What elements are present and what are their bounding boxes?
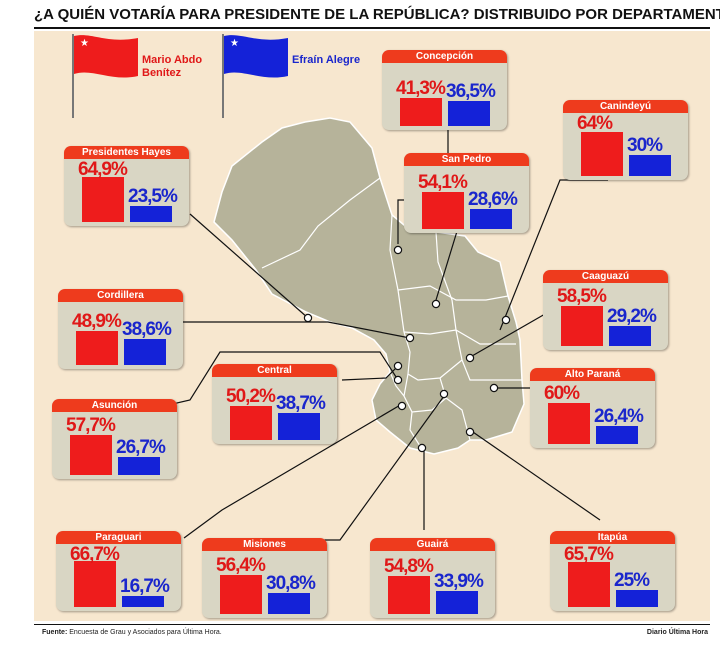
flagpole-b (222, 34, 224, 118)
bar-candidate-a (220, 575, 262, 614)
bar-candidate-b (596, 426, 638, 444)
map-shape (213, 117, 525, 455)
department-name: Paraguari (56, 531, 181, 544)
label-candidate-a: 54,1% (418, 172, 468, 193)
label-candidate-b: 30,8% (266, 573, 316, 594)
bar-candidate-b (616, 590, 658, 607)
bar-candidate-a (581, 132, 623, 176)
source-label: Fuente: (42, 629, 68, 636)
bar-candidate-a (400, 98, 442, 126)
card-misiones: Misiones 56,4% 30,8% (202, 538, 327, 618)
bar-candidate-a (548, 403, 590, 444)
bar-candidate-b (118, 457, 160, 475)
bar-candidate-b (278, 413, 320, 440)
card-asuncion: Asunción 57,7% 26,7% (52, 399, 177, 479)
department-name: Asunción (52, 399, 177, 412)
card-guaira: Guairá 54,8% 33,9% (370, 538, 495, 618)
department-name: Alto Paraná (530, 368, 655, 381)
label-candidate-b: 33,9% (434, 571, 484, 592)
bar-candidate-b (629, 155, 671, 176)
department-name: Itapúa (550, 531, 675, 544)
bar-candidate-a (70, 435, 112, 475)
bar-candidate-a (561, 306, 603, 346)
department-markers (303, 245, 511, 453)
bar-candidate-b (470, 209, 512, 229)
label-candidate-b: 29,2% (607, 306, 657, 327)
flag-blue-icon: ★ (224, 35, 288, 78)
department-name: Guairá (370, 538, 495, 551)
bar-candidate-a (568, 562, 610, 607)
label-candidate-a: 48,9% (72, 311, 122, 332)
card-itapua: Itapúa 65,7% 25% (550, 531, 675, 611)
department-name: San Pedro (404, 153, 529, 166)
label-candidate-b: 38,7% (276, 393, 326, 414)
bar-candidate-b (436, 591, 478, 614)
department-name: Concepción (382, 50, 507, 63)
credit-note: Diario Última Hora (646, 629, 708, 636)
label-candidate-b: 23,5% (128, 186, 178, 207)
card-alto-parana: Alto Paraná 60% 26,4% (530, 368, 655, 448)
chart-title: ¿A QUIÉN VOTARÍA PARA PRESIDENTE DE LA R… (34, 6, 720, 23)
department-name: Canindeyú (563, 100, 688, 113)
bar-candidate-a (74, 561, 116, 607)
footer-rule (34, 624, 710, 625)
department-name: Presidentes Hayes (64, 146, 189, 159)
card-caaguazu: Caaguazú 58,5% 29,2% (543, 270, 668, 350)
label-candidate-b: 38,6% (122, 319, 172, 340)
label-candidate-b: 36,5% (446, 81, 496, 102)
label-candidate-a: 54,8% (384, 556, 434, 577)
department-name: Misiones (202, 538, 327, 551)
legend-candidate-b: Efraín Alegre (292, 54, 361, 66)
legend-candidate-a: Mario Abdo Benítez (142, 54, 203, 79)
bar-candidate-b (122, 596, 164, 607)
department-name: Central (212, 364, 337, 377)
card-canindeyu: Canindeyú 64% 30% (563, 100, 688, 180)
label-candidate-b: 28,6% (468, 189, 518, 210)
label-candidate-b: 26,4% (594, 406, 644, 427)
bar-candidate-b (124, 339, 166, 365)
label-candidate-b: 26,7% (116, 437, 166, 458)
department-name: Caaguazú (543, 270, 668, 283)
svg-text:★: ★ (80, 38, 89, 49)
card-central: Central 50,2% 38,7% (212, 364, 337, 444)
card-presidentes-hayes: Presidentes Hayes 64,9% 23,5% (64, 146, 189, 226)
bar-candidate-a (76, 331, 118, 365)
label-candidate-a: 66,7% (70, 544, 120, 565)
label-candidate-a: 64% (577, 113, 613, 134)
bar-candidate-b (268, 593, 310, 614)
card-paraguari: Paraguari 66,7% 16,7% (56, 531, 181, 611)
flag-red-icon: ★ (74, 35, 138, 78)
bar-candidate-a (82, 177, 124, 222)
flagpole-a (72, 34, 74, 118)
label-candidate-a: 58,5% (557, 286, 607, 307)
label-candidate-a: 50,2% (226, 386, 276, 407)
label-candidate-b: 16,7% (120, 576, 170, 597)
title-rule (34, 27, 710, 29)
label-candidate-a: 64,9% (78, 159, 128, 180)
source-text: Encuesta de Grau y Asociados para Última… (69, 629, 222, 636)
label-candidate-a: 60% (544, 383, 580, 404)
bar-candidate-b (130, 206, 172, 222)
card-san-pedro: San Pedro 54,1% 28,6% (404, 153, 529, 233)
label-candidate-b: 25% (614, 570, 650, 591)
label-candidate-a: 65,7% (564, 544, 614, 565)
svg-text:★: ★ (230, 38, 239, 49)
label-candidate-a: 41,3% (396, 78, 446, 99)
bar-candidate-a (230, 406, 272, 440)
card-cordillera: Cordillera 48,9% 38,6% (58, 289, 183, 369)
bar-candidate-a (388, 576, 430, 614)
label-candidate-a: 57,7% (66, 415, 116, 436)
department-name: Cordillera (58, 289, 183, 302)
bar-candidate-b (448, 101, 490, 126)
label-candidate-a: 56,4% (216, 555, 266, 576)
bar-candidate-b (609, 326, 651, 346)
card-concepcion: Concepción 41,3% 36,5% (382, 50, 507, 130)
label-candidate-b: 30% (627, 135, 663, 156)
bar-candidate-a (422, 192, 464, 229)
source-note: Fuente: Encuesta de Grau y Asociados par… (42, 629, 222, 636)
